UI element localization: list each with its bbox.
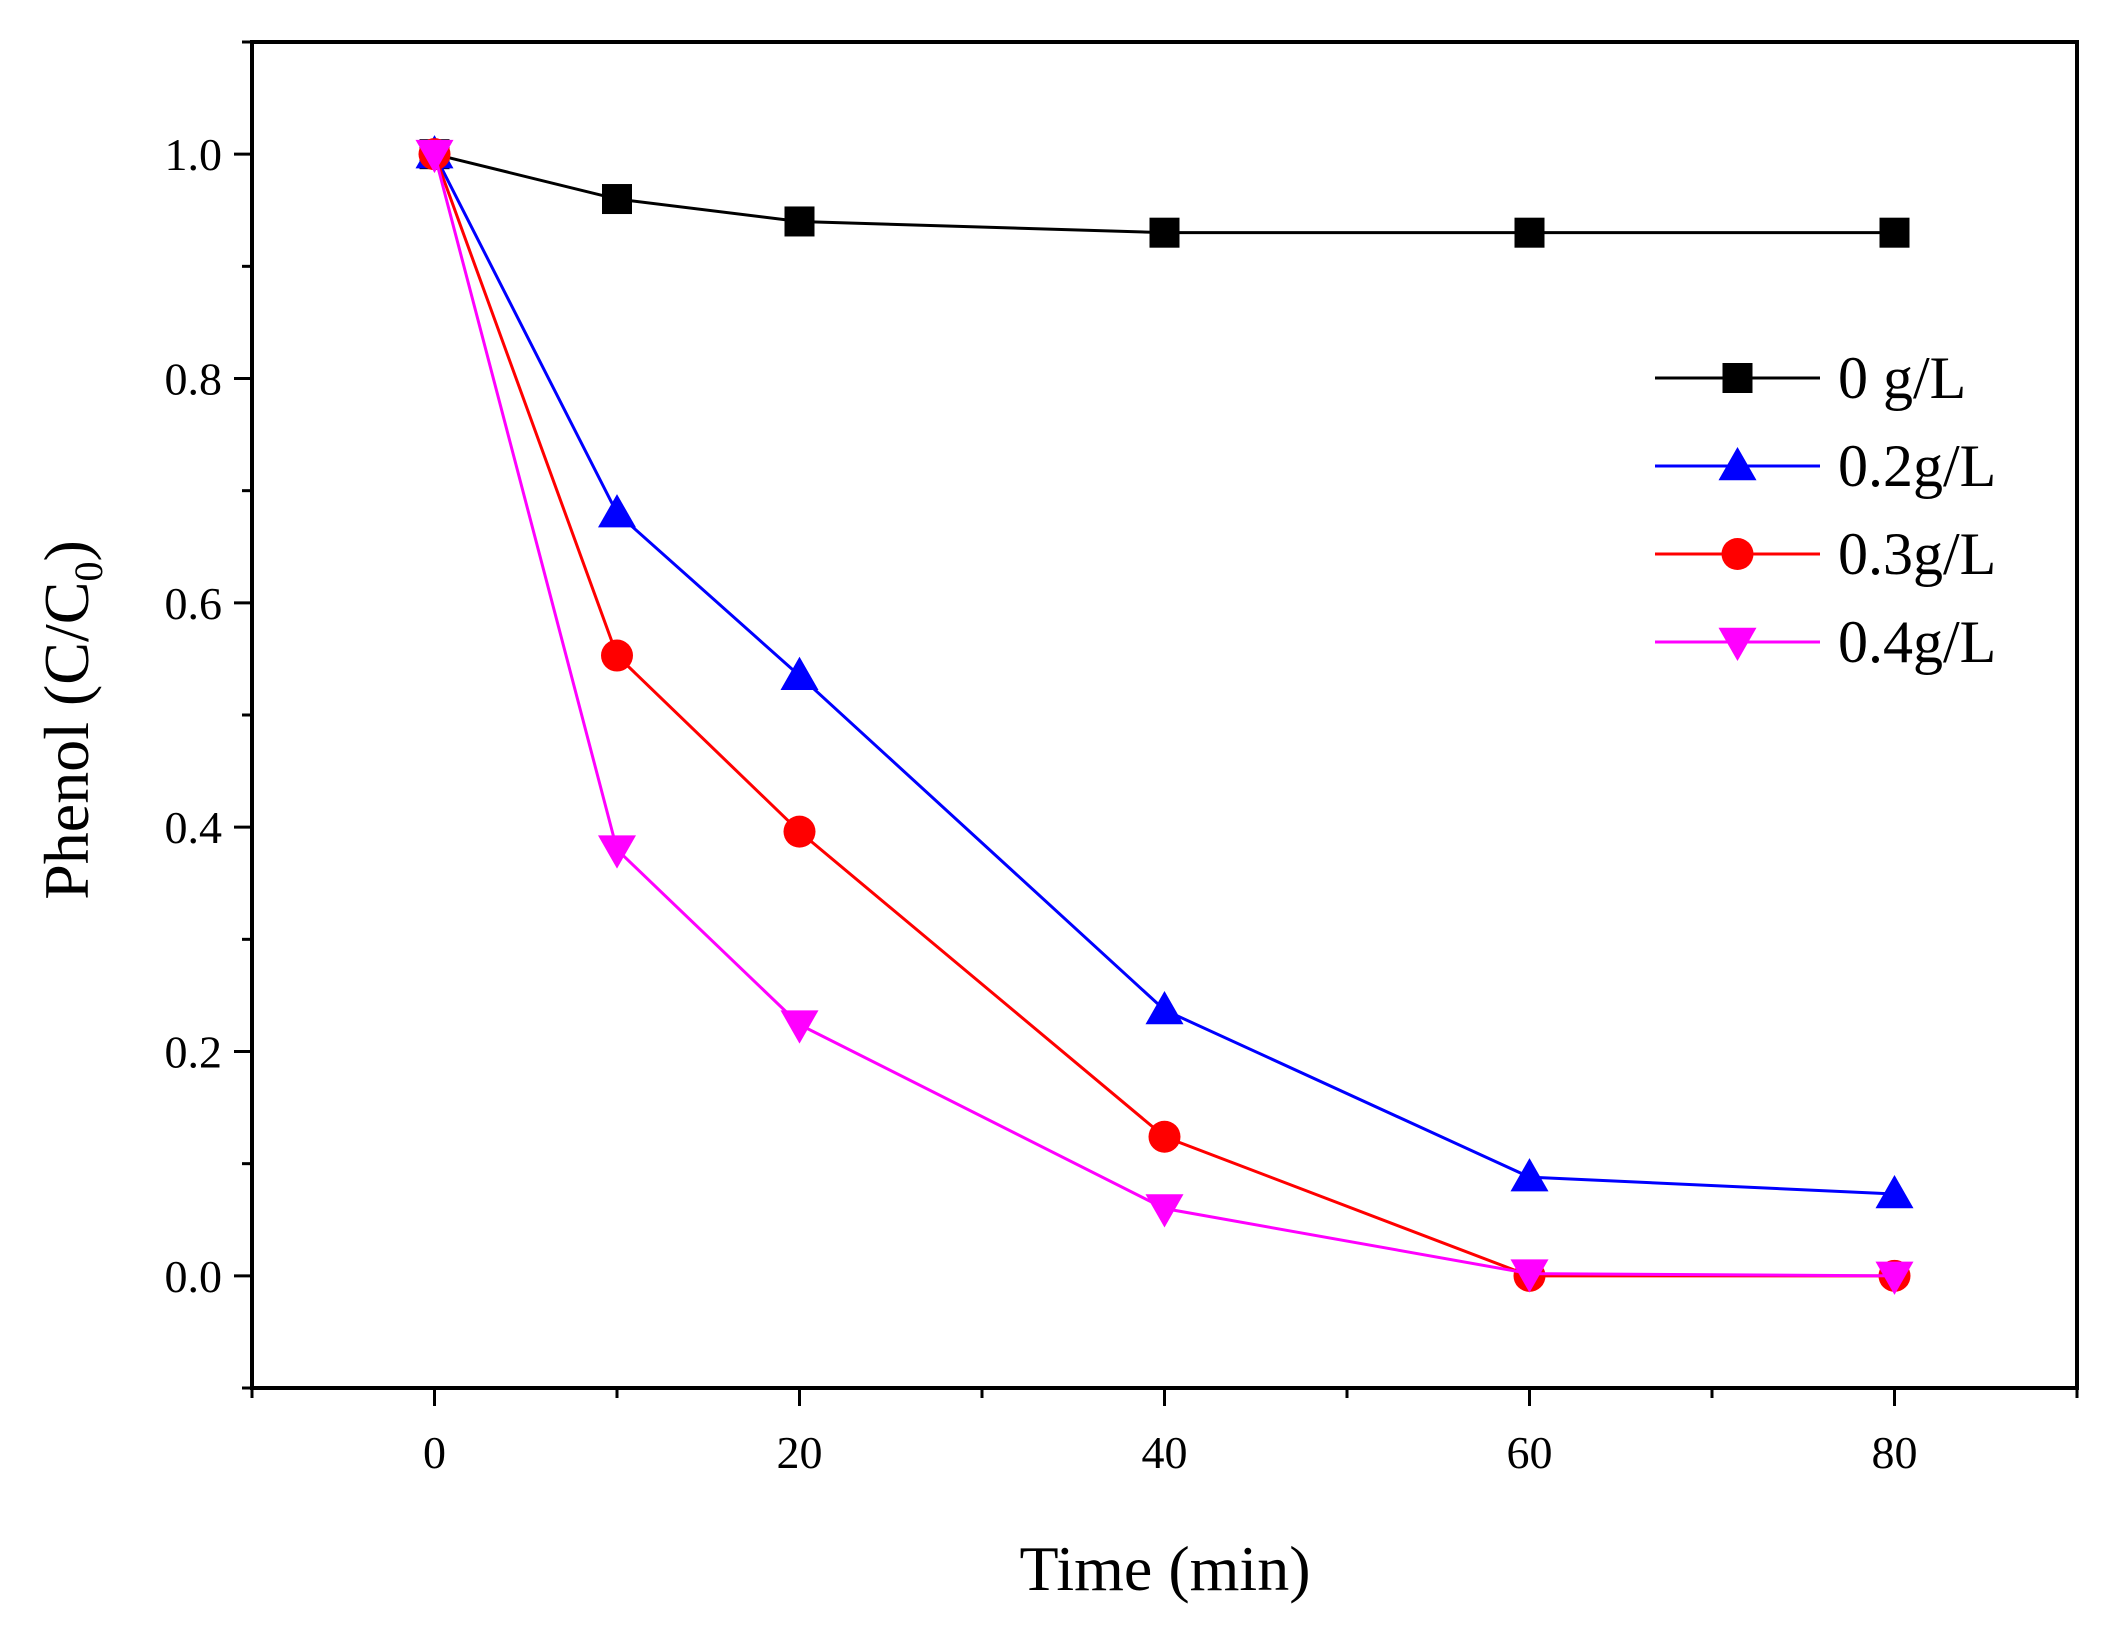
data-point xyxy=(1514,217,1545,248)
legend-marker xyxy=(1718,627,1757,661)
x-tick-label: 20 xyxy=(777,1427,823,1478)
series-layer xyxy=(415,135,1914,1295)
x-tick-label: 80 xyxy=(1872,1427,1918,1478)
series-0-3gL xyxy=(418,138,1911,1292)
y-axis-title-close: ) xyxy=(31,540,102,561)
series-0gL xyxy=(419,139,1910,248)
data-point xyxy=(1145,1194,1184,1228)
legend-item: 0.4g/L xyxy=(1655,609,1996,675)
legend-label: 0.3g/L xyxy=(1838,521,1996,587)
y-tick-label: 0.8 xyxy=(165,354,223,405)
legend-label: 0.4g/L xyxy=(1838,609,1996,675)
y-axis-title-subscript: 0 xyxy=(66,562,111,582)
data-point xyxy=(598,835,636,869)
legend-marker xyxy=(1722,363,1753,393)
data-point xyxy=(780,1010,819,1044)
data-point xyxy=(1148,1120,1181,1153)
x-tick-label: 60 xyxy=(1507,1427,1553,1478)
y-tick-label: 0.4 xyxy=(165,802,223,853)
data-point xyxy=(1879,217,1910,248)
y-axis-title-main: Phenol (C/C xyxy=(31,582,102,900)
series-line xyxy=(434,152,1895,235)
legend-item: 0.2g/L xyxy=(1655,433,1996,499)
legend-label: 0.2g/L xyxy=(1838,433,1996,499)
data-point xyxy=(1875,1174,1914,1209)
y-tick-label: 1.0 xyxy=(165,129,223,180)
y-tick-label: 0.6 xyxy=(165,578,223,629)
legend-marker xyxy=(1721,538,1754,570)
data-point xyxy=(1145,990,1184,1025)
legend-label: 0 g/L xyxy=(1838,345,1966,411)
data-point xyxy=(601,639,633,672)
series-line xyxy=(433,153,1895,1278)
series-0-2gL xyxy=(415,135,1914,1209)
y-axis-title: Phenol (C/C0) xyxy=(31,540,111,900)
legend: 0 g/L 0.2g/L 0.3g/L 0.4g/L xyxy=(1655,345,1996,675)
axes: 0 20 40 60 80 0.0 0.2 0.4 0.6 0.8 1.0 xyxy=(165,40,2079,1478)
series-0-4gL xyxy=(415,139,1914,1295)
x-tick-label: 0 xyxy=(423,1427,446,1478)
data-point xyxy=(1875,1261,1914,1295)
data-point xyxy=(1149,217,1180,248)
y-tick-label: 0.2 xyxy=(165,1027,223,1078)
series-line xyxy=(433,153,1895,1196)
data-point xyxy=(415,139,454,174)
data-point xyxy=(1510,1259,1549,1293)
x-tick-label: 40 xyxy=(1142,1427,1188,1478)
legend-marker xyxy=(1718,447,1757,481)
data-point xyxy=(1510,1158,1549,1192)
data-point xyxy=(783,815,816,848)
data-point xyxy=(598,494,636,528)
data-point xyxy=(602,184,632,215)
data-point xyxy=(784,206,815,237)
legend-item: 0.3g/L xyxy=(1655,521,1996,587)
series-line xyxy=(433,153,1895,1278)
x-axis-title: Time (min) xyxy=(1020,1533,1311,1604)
data-point xyxy=(780,656,819,690)
y-tick-label: 0.0 xyxy=(165,1251,223,1302)
legend-item: 0 g/L xyxy=(1655,345,1966,411)
